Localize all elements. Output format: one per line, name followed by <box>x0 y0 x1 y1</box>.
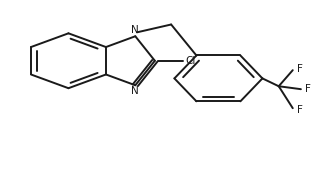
Text: F: F <box>305 84 311 94</box>
Text: F: F <box>297 105 303 115</box>
Text: Cl: Cl <box>186 56 196 66</box>
Text: N: N <box>131 25 139 35</box>
Text: F: F <box>297 64 303 74</box>
Text: N: N <box>131 86 139 96</box>
